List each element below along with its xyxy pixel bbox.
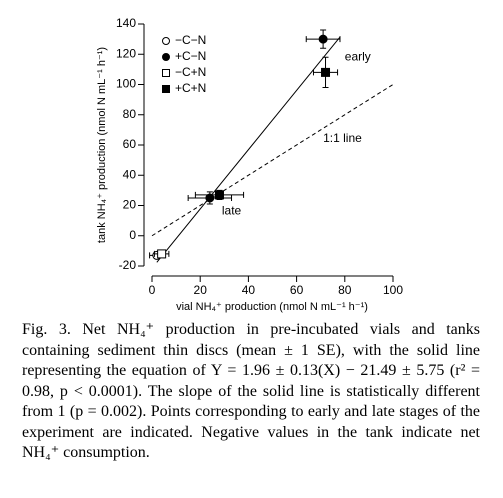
- annotation: early: [345, 49, 371, 63]
- x-tick-label: 0: [149, 283, 156, 297]
- legend-label: −C−N: [175, 33, 206, 47]
- y-tick-label: 0: [129, 228, 136, 242]
- data-point: [214, 190, 224, 200]
- x-tick-label: 60: [290, 283, 304, 297]
- y-axis-label: tank NH₄⁺ production (nmol N mL⁻¹ h⁻¹): [96, 47, 108, 243]
- legend-marker: [162, 37, 170, 45]
- legend-marker: [162, 69, 170, 77]
- y-tick-label: -20: [119, 258, 137, 272]
- x-tick-label: 80: [338, 283, 352, 297]
- data-point: [205, 193, 215, 203]
- annotation: late: [222, 204, 242, 218]
- data-point: [321, 67, 331, 77]
- x-tick-label: 40: [242, 283, 256, 297]
- legend-marker: [162, 53, 170, 61]
- y-tick-label: 140: [116, 16, 136, 30]
- legend-label: +C−N: [175, 49, 206, 63]
- y-tick-label: 60: [123, 137, 137, 151]
- legend-marker: [162, 85, 170, 93]
- fit-line: [151, 84, 394, 237]
- legend-label: −C+N: [175, 65, 206, 79]
- x-axis-label: vial NH₄⁺ production (nmol N mL⁻¹ h⁻¹): [176, 301, 368, 313]
- x-tick-label: 100: [383, 283, 403, 297]
- annotation: 1:1 line: [323, 131, 362, 145]
- data-point: [318, 34, 328, 44]
- chart: vial NH₄⁺ production (nmol N mL⁻¹ h⁻¹) t…: [96, 16, 403, 313]
- data-point: [157, 249, 167, 259]
- legend-label: +C+N: [175, 81, 206, 95]
- figure-caption: Fig. 3. Net NH₄⁺ production in pre-incub…: [22, 321, 480, 461]
- y-tick-label: 20: [123, 198, 137, 212]
- y-tick-label: 120: [116, 46, 136, 60]
- y-tick-label: 100: [116, 77, 136, 91]
- fit-line: [156, 36, 341, 263]
- y-tick-label: 40: [123, 167, 137, 181]
- y-tick-label: 80: [123, 107, 137, 121]
- x-tick-label: 20: [194, 283, 208, 297]
